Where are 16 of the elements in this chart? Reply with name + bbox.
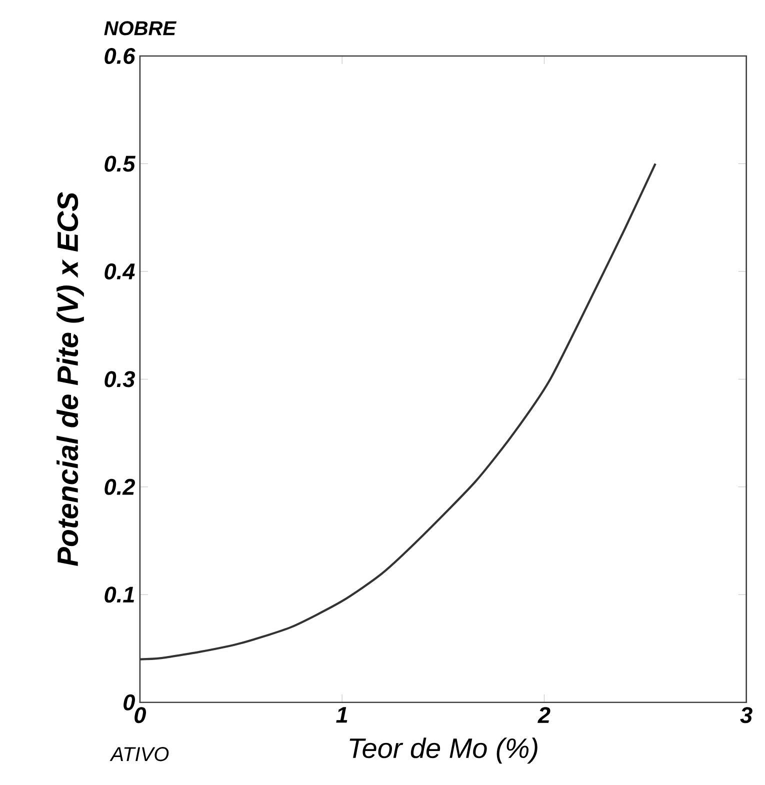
y-axis-title: Potencial de Pite (V) x ECS [56,192,84,566]
x-tick-label: 3 [740,707,752,724]
y-tick-label: 0 [124,694,136,710]
x-tick-label: 1 [336,707,348,723]
y-tick-label: 0.5 [104,156,136,172]
y-tick-label: 0.2 [104,478,136,495]
text: ATIVO [110,747,169,762]
x-tick-label: 0 [134,707,146,724]
x-axis-title: Teor de Mo (%) [350,738,538,764]
y-tick-label: 0.6 [104,48,136,64]
x-tick-label: 2 [538,707,550,723]
y-tick-label: 0.4 [104,263,135,280]
text: NOBRE [104,21,177,36]
y-tick-label: 0.3 [104,371,135,388]
line-series [138,162,656,660]
y-tick-label: 0.1 [104,586,134,603]
